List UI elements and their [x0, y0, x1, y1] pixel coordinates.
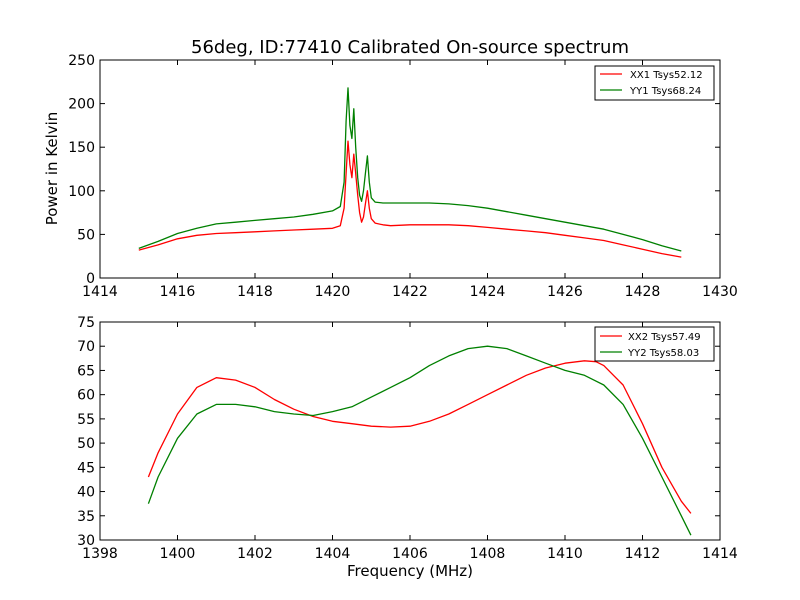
legend: XX1 Tsys52.12 YY1 Tsys68.24: [594, 65, 715, 101]
x-tick-label: 1410: [547, 546, 583, 562]
y-tick-label: 100: [68, 184, 95, 200]
series-layer: [147, 345, 692, 536]
bottom-spectrum-plot: 1398 1400 1402 1404 1406 1408 1410 1412 1414 303…: [77, 315, 738, 580]
x-axis-ticks: 1398 1400 1402 1404 1406 1408 1410 1412 1414: [82, 322, 738, 562]
legend: XX2 Tsys57.49 YY2 Tsys58.03: [594, 326, 715, 362]
chart-title: 56deg, ID:77410 Calibrated On-source spe…: [191, 37, 629, 58]
x-tick-label: 1426: [547, 284, 583, 300]
x-axis-label: Frequency (MHz): [347, 562, 473, 580]
legend-box: [594, 65, 715, 101]
y-tick-label: 65: [77, 363, 95, 379]
x-tick-label: 1428: [625, 284, 661, 300]
y-tick-label: 35: [77, 509, 95, 525]
y-tick-label: 40: [77, 485, 95, 501]
top-spectrum-plot: 56deg, ID:77410 Calibrated On-source spe…: [43, 37, 738, 300]
x-tick-label: 1418: [237, 284, 273, 300]
x-tick-label: 1408: [470, 546, 506, 562]
legend-label-yy1: YY1 Tsys68.24: [629, 86, 701, 97]
y-tick-label: 50: [77, 227, 95, 243]
x-tick-label: 1400: [160, 546, 196, 562]
x-tick-label: 1398: [82, 546, 118, 562]
y-tick-label: 70: [77, 339, 95, 355]
x-tick-label: 1412: [625, 546, 661, 562]
x-tick-label: 1414: [82, 284, 118, 300]
legend-label-xx1: XX1 Tsys52.12: [630, 70, 703, 81]
y-tick-label: 50: [77, 436, 95, 452]
x-tick-label: 1424: [470, 284, 506, 300]
legend-box: [594, 326, 715, 362]
y-tick-label: 30: [77, 533, 95, 549]
series-line-yy: [147, 345, 692, 536]
y-tick-label: 75: [77, 315, 95, 331]
y-tick-label: 60: [77, 388, 95, 404]
y-tick-label: 55: [77, 412, 95, 428]
series-line-yy: [138, 87, 682, 252]
y-tick-label: 0: [86, 271, 95, 287]
series-line-xx: [147, 360, 692, 514]
x-tick-label: 1402: [237, 546, 273, 562]
y-tick-label: 200: [68, 97, 95, 113]
y-axis-label: Power in Kelvin: [43, 112, 61, 226]
y-tick-label: 250: [68, 53, 95, 69]
y-axis-ticks: 0 50 100 150 200 250: [68, 53, 720, 287]
y-tick-label: 150: [68, 140, 95, 156]
y-tick-label: 45: [77, 460, 95, 476]
x-tick-label: 1422: [392, 284, 428, 300]
y-axis-ticks: 30 35 40 45 50 55 60 65 70 75: [77, 315, 720, 549]
x-tick-label: 1420: [315, 284, 351, 300]
x-tick-label: 1430: [702, 284, 738, 300]
series-line-xx: [138, 140, 682, 258]
x-tick-label: 1404: [315, 546, 351, 562]
legend-label-xx2: XX2 Tsys57.49: [628, 332, 701, 343]
legend-label-yy2: YY2 Tsys58.03: [627, 348, 699, 359]
x-tick-label: 1406: [392, 546, 428, 562]
x-tick-label: 1414: [702, 546, 738, 562]
series-layer: [138, 87, 682, 258]
x-tick-label: 1416: [160, 284, 196, 300]
x-axis-ticks: 1414 1416 1418 1420 1422 1424 1426 1428 1430: [82, 60, 738, 300]
